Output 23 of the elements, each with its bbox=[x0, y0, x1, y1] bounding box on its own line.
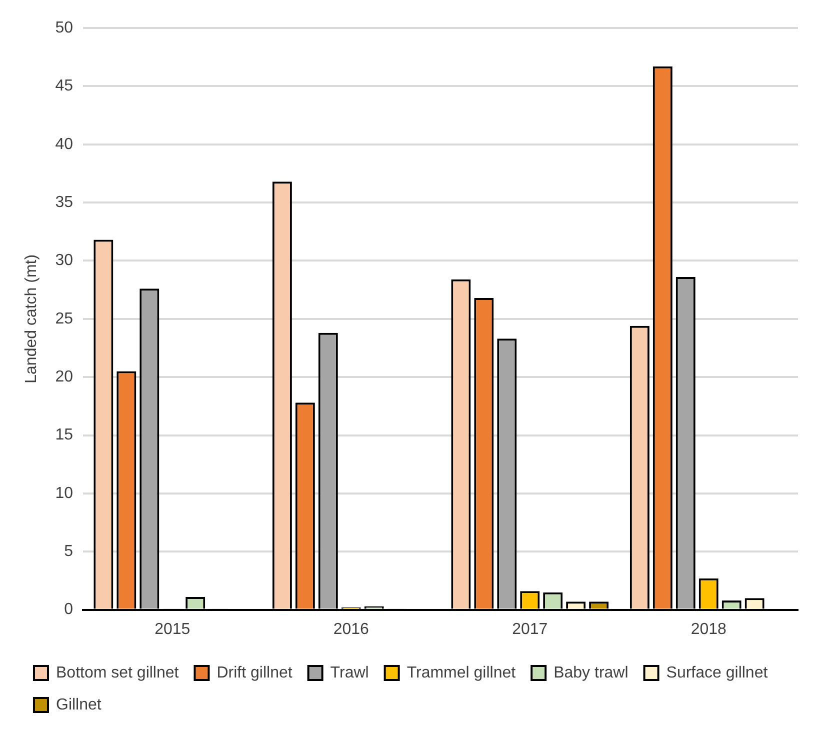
legend-label: Drift gillnet bbox=[216, 664, 293, 682]
legend-label: Bottom set gillnet bbox=[56, 664, 180, 682]
x-tick-label: 2015 bbox=[154, 620, 190, 638]
y-tick-label: 15 bbox=[55, 426, 74, 444]
x-tick-label: 2018 bbox=[690, 620, 727, 638]
y-tick-label: 40 bbox=[55, 136, 74, 153]
y-tick-label: 45 bbox=[55, 78, 74, 95]
legend-label: Trawl bbox=[330, 664, 369, 682]
y-tick-label: 0 bbox=[64, 601, 74, 618]
y-axis-title: Landed catch (mt) bbox=[23, 254, 40, 384]
y-tick-label: 25 bbox=[55, 310, 74, 328]
legend-label: Gillnet bbox=[56, 696, 102, 714]
y-tick-label: 5 bbox=[64, 543, 74, 560]
x-tick-label: 2017 bbox=[512, 620, 548, 638]
y-tick-label: 20 bbox=[55, 368, 74, 386]
legend-label: Trammel gillnet bbox=[406, 664, 516, 682]
y-tick-label: 35 bbox=[55, 194, 74, 211]
legend-label: Surface gillnet bbox=[666, 664, 768, 682]
y-tick-label: 50 bbox=[55, 19, 74, 36]
y-tick-label: 30 bbox=[55, 252, 74, 270]
legend-label: Baby trawl bbox=[554, 664, 628, 682]
x-tick-label: 2016 bbox=[333, 620, 370, 638]
y-tick-label: 10 bbox=[55, 484, 74, 502]
